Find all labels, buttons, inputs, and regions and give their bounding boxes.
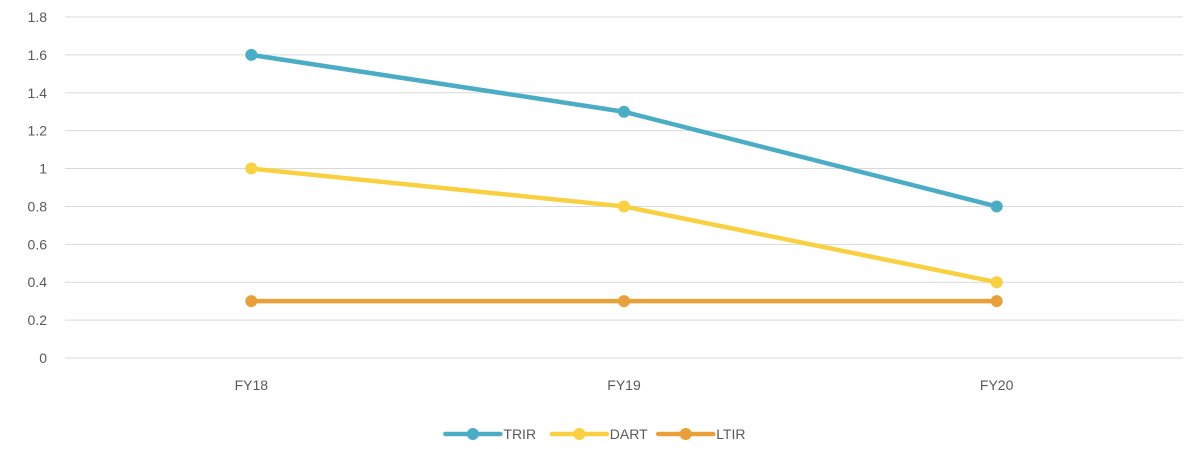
data-point-ltir — [618, 295, 630, 308]
data-point-dart — [618, 200, 630, 213]
series-trir — [245, 48, 1003, 213]
legend-swatch-marker — [466, 428, 479, 440]
x-tick-label: FY19 — [607, 377, 641, 393]
series-line-dart — [249, 166, 999, 285]
y-tick-label: 0.4 — [28, 274, 48, 290]
legend-label: LTIR — [716, 426, 745, 442]
x-tick-label: FY20 — [980, 377, 1014, 393]
y-axis-ticks: 0 0.2 0.4 0.6 0.8 1 1.2 1.4 1.6 1.8 — [28, 9, 48, 366]
y-tick-label: 0 — [39, 350, 47, 366]
y-tick-label: 1.6 — [28, 47, 48, 63]
y-tick-label: 0.8 — [28, 198, 48, 214]
x-axis-ticks: FY18 FY19 FY20 — [235, 377, 1014, 393]
legend-label: TRIR — [503, 426, 536, 442]
data-point-ltir — [245, 295, 258, 308]
legend-swatch-marker — [679, 428, 692, 440]
legend-item-dart: DART — [549, 426, 648, 442]
x-tick-label: FY18 — [235, 377, 269, 393]
series-lines — [245, 48, 1003, 308]
data-point-trir — [990, 200, 1003, 213]
data-point-trir — [618, 105, 630, 118]
y-tick-label: 0.2 — [28, 312, 48, 328]
y-tick-label: 0.6 — [28, 236, 48, 252]
y-tick-label: 1 — [39, 161, 47, 177]
legend: TRIR DART LTIR — [443, 426, 746, 442]
y-tick-label: 1.8 — [28, 9, 48, 25]
data-point-trir — [245, 48, 258, 61]
data-point-dart — [990, 276, 1003, 289]
legend-label: DART — [610, 426, 648, 442]
legend-item-trir: TRIR — [443, 426, 536, 442]
y-tick-label: 1.4 — [28, 85, 48, 101]
data-point-ltir — [990, 295, 1003, 308]
legend-swatch-marker — [573, 428, 586, 440]
series-ltir — [245, 295, 1003, 308]
y-tick-label: 1.2 — [28, 123, 48, 139]
legend-item-ltir: LTIR — [655, 426, 746, 442]
series-dart — [245, 162, 1003, 289]
data-point-dart — [245, 162, 258, 175]
